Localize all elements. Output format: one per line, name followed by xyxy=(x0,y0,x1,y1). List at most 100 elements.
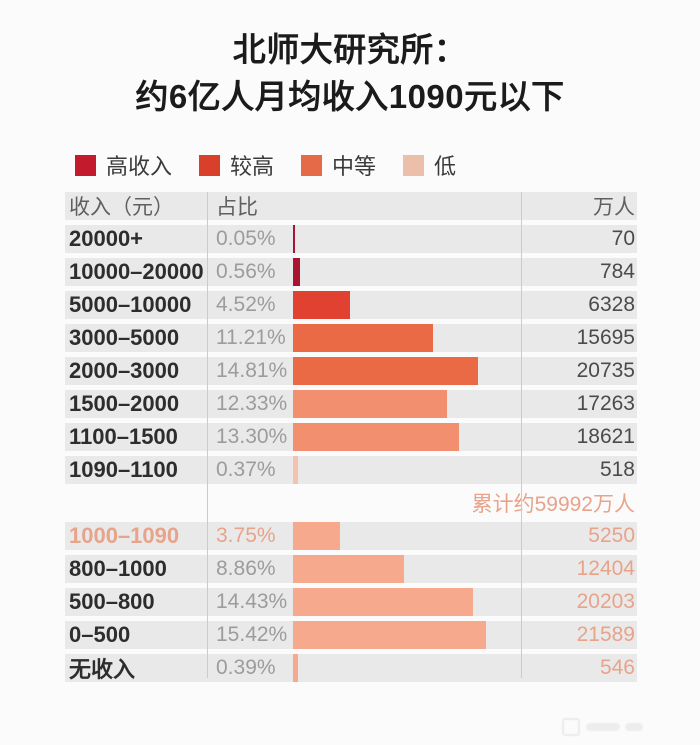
column-divider-left-icon xyxy=(207,192,208,678)
share-percent: 11.21% xyxy=(216,326,286,349)
share-percent: 3.75% xyxy=(216,524,276,547)
people-count: 18621 xyxy=(576,425,635,448)
table-row: 5000–10000 4.52% 6328 xyxy=(65,291,637,319)
legend-label: 低 xyxy=(434,154,457,179)
share-percent: 0.05% xyxy=(216,227,276,250)
table-row: 1000–1090 3.75% 5250 xyxy=(65,522,637,550)
share-bar xyxy=(293,357,479,385)
bar-cell xyxy=(293,258,521,286)
share-bar xyxy=(293,588,474,616)
people-count: 546 xyxy=(599,656,635,679)
share-percent: 0.56% xyxy=(216,260,276,283)
bar-cell xyxy=(293,357,521,385)
legend-item-3: 低 xyxy=(403,149,456,181)
people-count: 70 xyxy=(611,227,635,250)
legend-label: 较高 xyxy=(230,154,275,179)
bar-cell xyxy=(293,654,521,682)
bar-cell xyxy=(293,423,521,451)
table-row: 1100–1500 13.30% 18621 xyxy=(65,423,637,451)
share-percent: 8.86% xyxy=(216,557,276,580)
people-count: 12404 xyxy=(576,557,635,580)
people-count: 518 xyxy=(599,458,635,481)
legend-swatch-icon xyxy=(301,154,323,176)
table-row: 1090–1100 0.37% 518 xyxy=(65,456,637,484)
table-row: 500–800 14.43% 20203 xyxy=(65,588,637,616)
income-range: 800–1000 xyxy=(69,556,167,581)
table-row: 0–500 15.42% 21589 xyxy=(65,621,637,649)
table-row: 3000–5000 11.21% 15695 xyxy=(65,324,637,352)
income-range: 1100–1500 xyxy=(69,424,178,449)
title-line-1: 北师大研究所： xyxy=(232,31,468,68)
share-bar xyxy=(293,390,448,418)
people-count: 6328 xyxy=(588,293,635,316)
legend-swatch-icon xyxy=(403,154,425,176)
income-range: 1500–2000 xyxy=(69,391,180,416)
income-range: 1090–1100 xyxy=(69,457,178,482)
share-bar xyxy=(293,654,298,682)
income-range: 20000+ xyxy=(69,226,144,251)
people-count: 20735 xyxy=(576,359,635,382)
table-row: 1500–2000 12.33% 17263 xyxy=(65,390,637,418)
income-range: 0–500 xyxy=(69,622,131,647)
share-percent: 0.39% xyxy=(216,656,276,679)
bar-cell xyxy=(293,522,521,550)
income-infographic: 北师大研究所： 约6亿人月均收入1090元以下 高收入 较高 中等 低 收入（元） 占… xyxy=(0,26,700,736)
share-percent: 4.52% xyxy=(216,293,276,316)
share-bar xyxy=(293,456,298,484)
table-body: 20000+ 0.05% 70 10000–20000 0.56% 784 5000–100… xyxy=(65,225,637,682)
income-range: 500–800 xyxy=(69,589,155,614)
income-range: 3000–5000 xyxy=(69,325,180,350)
income-range: 1000–1090 xyxy=(69,523,180,548)
header-unit: 万人 xyxy=(593,196,635,219)
table-row: 800–1000 8.86% 12404 xyxy=(65,555,637,583)
legend-item-1: 较高 xyxy=(199,149,274,181)
bar-cell xyxy=(293,588,521,616)
share-bar xyxy=(293,225,295,253)
watermark-text-blur xyxy=(625,723,643,731)
legend-swatch-icon xyxy=(75,154,96,176)
share-percent: 13.30% xyxy=(216,425,288,448)
share-bar xyxy=(293,555,404,583)
header-income: 收入（元） xyxy=(69,196,174,219)
cumulative-annotation: 累计约59992万人 xyxy=(471,493,635,516)
people-count: 784 xyxy=(599,260,635,283)
legend-swatch-icon xyxy=(199,154,221,176)
header-bar-spacer xyxy=(293,192,521,220)
table-row: 无收入 0.39% 546 xyxy=(65,654,637,682)
legend: 高收入 较高 中等 低 xyxy=(75,153,700,179)
share-percent: 15.42% xyxy=(216,623,288,646)
share-bar xyxy=(293,291,350,319)
income-range: 无收入 xyxy=(69,657,136,682)
table-row: 20000+ 0.05% 70 xyxy=(65,225,637,253)
bar-cell xyxy=(293,456,521,484)
cumulative-annotation-row: 累计约59992万人 xyxy=(65,489,637,517)
legend-label: 高收入 xyxy=(106,154,173,179)
header-share: 占比 xyxy=(216,196,258,219)
share-bar xyxy=(293,423,460,451)
bar-cell xyxy=(293,390,521,418)
share-percent: 0.37% xyxy=(216,458,276,481)
watermark-text-blur xyxy=(586,723,620,731)
people-count: 17263 xyxy=(576,392,635,415)
share-percent: 14.43% xyxy=(216,590,288,613)
share-bar xyxy=(293,621,486,649)
income-range: 2000–3000 xyxy=(69,358,180,383)
column-divider-right-icon xyxy=(521,192,522,678)
page-title: 北师大研究所： 约6亿人月均收入1090元以下 xyxy=(0,26,700,120)
people-count: 15695 xyxy=(576,326,635,349)
bar-cell xyxy=(293,555,521,583)
income-range: 5000–10000 xyxy=(69,292,192,317)
people-count: 20203 xyxy=(576,590,635,613)
table-header-row: 收入（元） 占比 万人 xyxy=(65,192,637,220)
share-bar xyxy=(293,324,434,352)
bar-cell xyxy=(293,225,521,253)
table-row: 10000–20000 0.56% 784 xyxy=(65,258,637,286)
legend-item-0: 高收入 xyxy=(75,149,172,181)
table-row: 2000–3000 14.81% 20735 xyxy=(65,357,637,385)
bar-cell xyxy=(293,621,521,649)
share-percent: 12.33% xyxy=(216,392,288,415)
people-count: 21589 xyxy=(576,623,635,646)
share-bar xyxy=(293,522,340,550)
bar-cell xyxy=(293,291,521,319)
income-table: 收入（元） 占比 万人 20000+ 0.05% 70 10000–20000 0.56… xyxy=(65,192,637,682)
